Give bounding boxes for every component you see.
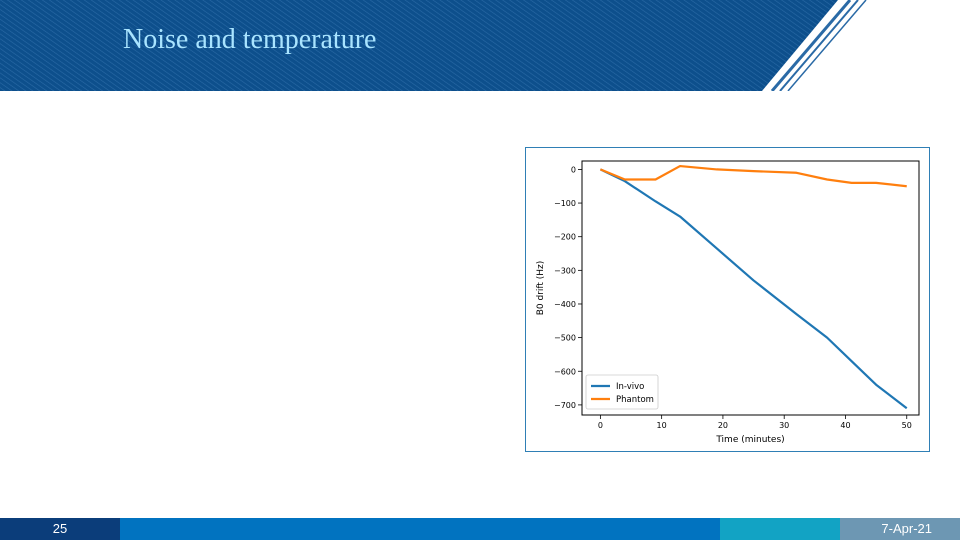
header-shape <box>0 0 838 91</box>
y-axis-label: B0 drift (Hz) <box>536 261 546 316</box>
x-tick-label: 40 <box>840 421 850 430</box>
legend-label: In-vivo <box>616 382 644 392</box>
y-tick-label: −600 <box>554 367 576 376</box>
slide-footer: 25 7-Apr-21 <box>0 518 960 540</box>
chart-frame: 0 10 20 30 40 50 0 −100 −200 −300 −400 −500 −600 −700… <box>525 147 930 452</box>
y-tick-label: 0 <box>571 165 576 174</box>
y-tick-label: −500 <box>554 334 576 343</box>
legend-label: Phantom <box>616 395 654 405</box>
y-tick-label: −100 <box>554 199 576 208</box>
x-tick-label: 30 <box>779 421 789 430</box>
y-tick-label: −700 <box>554 401 576 410</box>
footer-segment <box>720 518 840 540</box>
x-tick-label: 50 <box>902 421 912 430</box>
y-tick-label: −300 <box>554 266 576 275</box>
plot-area <box>581 160 920 416</box>
series-line-in-vivo <box>599 168 908 410</box>
drift-chart: 0 10 20 30 40 50 0 −100 −200 −300 −400 −500 −600 −700… <box>536 160 920 445</box>
header-stripe <box>787 0 867 91</box>
y-tick-label: −200 <box>554 233 576 242</box>
y-tick-label: −400 <box>554 300 576 309</box>
series-line-phantom <box>599 164 907 188</box>
slide-header: Noise and temperature <box>0 0 960 91</box>
slide-title: Noise and temperature <box>123 24 377 55</box>
x-tick-label: 10 <box>657 421 667 430</box>
header-stripe <box>779 0 859 91</box>
slide-date: 7-Apr-21 <box>881 521 932 536</box>
x-tick-label: 20 <box>718 421 728 430</box>
footer-segment <box>120 518 720 540</box>
x-axis-label: Time (minutes) <box>715 435 784 445</box>
legend-box <box>585 374 659 410</box>
x-tick-label: 0 <box>598 421 603 430</box>
footer-segment <box>0 518 120 540</box>
page-number: 25 <box>52 521 68 536</box>
header-stripe <box>770 0 852 91</box>
footer-segment <box>840 518 960 540</box>
header-banner <box>0 0 867 91</box>
